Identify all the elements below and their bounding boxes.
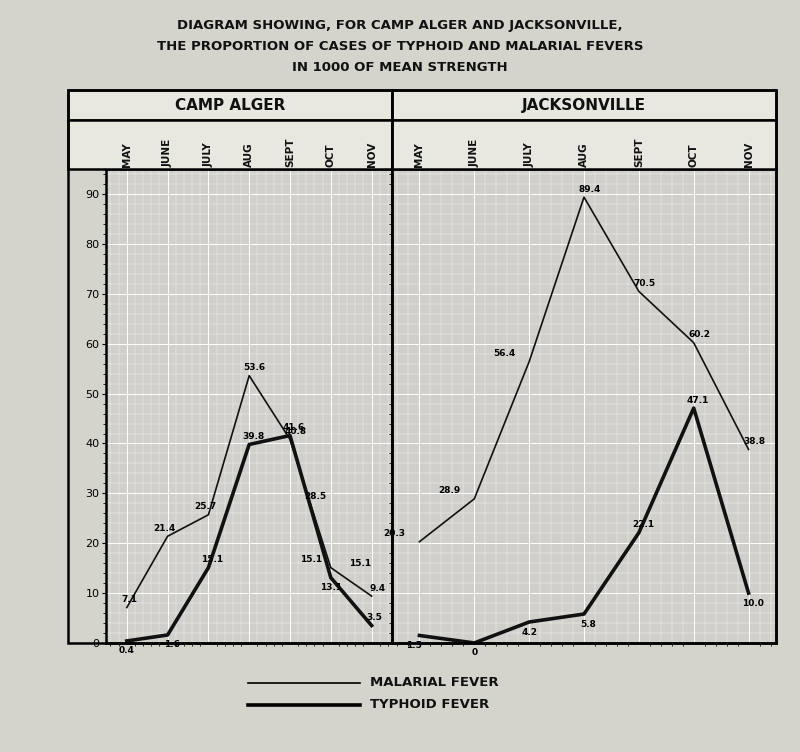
- Text: DIAGRAM SHOWING, FOR CAMP ALGER AND JACKSONVILLE,: DIAGRAM SHOWING, FOR CAMP ALGER AND JACK…: [177, 19, 623, 32]
- Text: 41.6: 41.6: [283, 423, 306, 432]
- Text: IN 1000 OF MEAN STRENGTH: IN 1000 OF MEAN STRENGTH: [292, 61, 508, 74]
- Text: 1.6: 1.6: [164, 641, 180, 650]
- Text: 7.1: 7.1: [122, 595, 138, 604]
- Text: MAY: MAY: [122, 142, 132, 167]
- Text: 25.7: 25.7: [194, 502, 217, 511]
- Text: NOV: NOV: [366, 141, 377, 167]
- Text: TYPHOID FEVER: TYPHOID FEVER: [370, 698, 489, 711]
- Text: 1.5: 1.5: [406, 641, 422, 650]
- Text: JULY: JULY: [203, 142, 214, 167]
- Text: MAY: MAY: [414, 142, 425, 167]
- Text: 0.4: 0.4: [119, 647, 134, 656]
- Text: 3.5: 3.5: [366, 613, 382, 622]
- Text: 20.3: 20.3: [383, 529, 406, 538]
- Text: 5.8: 5.8: [580, 620, 596, 629]
- Text: 13.1: 13.1: [320, 583, 342, 592]
- Text: NOV: NOV: [743, 141, 754, 167]
- Text: 89.4: 89.4: [578, 184, 601, 193]
- Text: MALARIAL FEVER: MALARIAL FEVER: [370, 676, 498, 690]
- Text: 70.5: 70.5: [634, 279, 655, 288]
- Text: JACKSONVILLE: JACKSONVILLE: [522, 98, 646, 113]
- Text: AUG: AUG: [579, 142, 589, 167]
- Text: 0: 0: [471, 648, 478, 657]
- Text: OCT: OCT: [326, 144, 336, 167]
- Text: 22.1: 22.1: [632, 520, 654, 529]
- Text: 10.0: 10.0: [742, 599, 764, 608]
- Text: 28.9: 28.9: [438, 487, 461, 496]
- Text: 53.6: 53.6: [244, 363, 266, 372]
- Text: 40.8: 40.8: [285, 427, 306, 436]
- Text: SEPT: SEPT: [285, 138, 295, 167]
- Text: AUG: AUG: [244, 142, 254, 167]
- Text: 4.2: 4.2: [521, 627, 537, 636]
- Text: CAMP ALGER: CAMP ALGER: [175, 98, 285, 113]
- Text: JULY: JULY: [524, 142, 534, 167]
- Text: 47.1: 47.1: [686, 396, 709, 405]
- Text: 15.1: 15.1: [349, 559, 371, 568]
- Text: 28.5: 28.5: [304, 492, 326, 501]
- Text: JUNE: JUNE: [470, 138, 479, 167]
- Text: 38.8: 38.8: [743, 437, 765, 446]
- Text: 39.8: 39.8: [242, 432, 265, 441]
- Text: 15.1: 15.1: [202, 555, 224, 564]
- Text: SEPT: SEPT: [634, 138, 644, 167]
- Text: 60.2: 60.2: [688, 330, 710, 339]
- Text: 56.4: 56.4: [493, 349, 515, 358]
- Text: JUNE: JUNE: [162, 138, 173, 167]
- Text: 15.1: 15.1: [300, 555, 322, 564]
- Text: OCT: OCT: [689, 144, 698, 167]
- Text: 21.4: 21.4: [154, 523, 176, 532]
- Text: THE PROPORTION OF CASES OF TYPHOID AND MALARIAL FEVERS: THE PROPORTION OF CASES OF TYPHOID AND M…: [157, 40, 643, 53]
- Text: 9.4: 9.4: [369, 584, 386, 593]
